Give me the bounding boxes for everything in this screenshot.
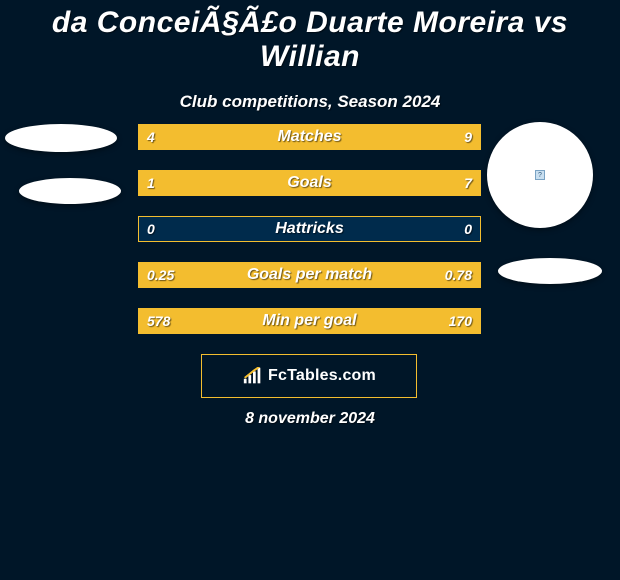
date-label: 8 november 2024 xyxy=(0,410,620,428)
page-title: da ConceiÃ§Ã£o Duarte Moreira vs Willian xyxy=(0,0,620,74)
player-right-shadow xyxy=(498,258,602,284)
stat-row-goals: 17Goals xyxy=(138,170,481,196)
stat-value-left: 0 xyxy=(139,217,163,241)
bar-chart-icon xyxy=(242,367,264,385)
player-left-shadow xyxy=(19,178,121,204)
comparison-chart: ? 49Matches17Goals00Hattricks0.250.78Goa… xyxy=(0,100,620,360)
stat-value-right: 170 xyxy=(441,309,480,333)
stat-value-left: 0.25 xyxy=(139,263,182,287)
avatar-placeholder-icon: ? xyxy=(535,170,545,180)
comparison-bars: 49Matches17Goals00Hattricks0.250.78Goals… xyxy=(138,124,481,354)
player-right-avatar: ? xyxy=(487,122,593,228)
stat-bar-right xyxy=(182,171,480,195)
stat-row-matches: 49Matches xyxy=(138,124,481,150)
stat-value-right: 9 xyxy=(456,125,480,149)
stat-value-left: 1 xyxy=(139,171,163,195)
stat-value-right: 7 xyxy=(456,171,480,195)
stat-row-goals-per-match: 0.250.78Goals per match xyxy=(138,262,481,288)
stat-value-left: 578 xyxy=(139,309,178,333)
stat-label: Hattricks xyxy=(139,217,480,241)
stat-row-min-per-goal: 578170Min per goal xyxy=(138,308,481,334)
watermark: FcTables.com xyxy=(201,354,417,398)
stat-row-hattricks: 0 0Hattricks xyxy=(138,216,481,242)
stat-value-right: 0 xyxy=(456,217,480,241)
stat-value-left: 4 xyxy=(139,125,163,149)
player-left-avatar xyxy=(5,124,117,152)
stat-value-right: 0.78 xyxy=(437,263,480,287)
stat-bar-right xyxy=(244,125,480,149)
watermark-text: FcTables.com xyxy=(268,367,376,385)
